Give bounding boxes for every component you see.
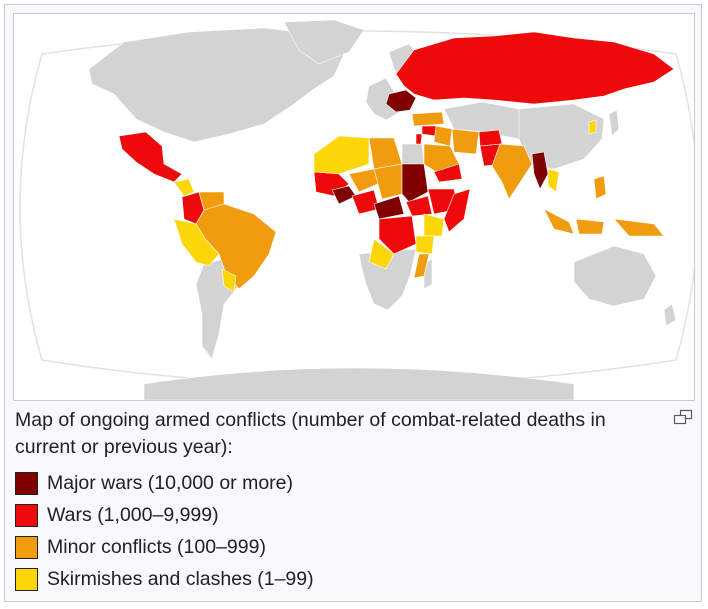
land-europe-west [365,77,401,121]
region-peru [173,218,220,267]
region-russia [395,31,675,105]
legend-swatch-skirmishes [15,567,38,591]
region-central-america [173,178,195,197]
region-paraguay [221,268,237,293]
region-india [491,143,533,200]
region-south-sudan [405,195,433,217]
magnify-clip-icon[interactable] [672,409,694,425]
region-indonesia-east [613,218,665,237]
land-greenland [283,19,365,65]
region-kenya [423,213,445,237]
region-ukraine [385,89,417,113]
region-turkey [411,111,445,127]
land-africa-south [358,248,417,311]
region-afghanistan [478,129,503,147]
region-myanmar [531,151,549,190]
region-philippines [593,175,607,200]
region-yemen [433,163,463,183]
legend-item-major-wars: Major wars (10,000 or more) [15,467,314,499]
region-indonesia-central [575,218,605,235]
region-somalia [443,188,471,233]
legend-item-skirmishes: Skirmishes and clashes (1–99) [15,563,314,595]
map-legend: Major wars (10,000 or more) Wars (1,000–… [15,467,314,595]
region-iran [451,128,480,155]
legend-label: Minor conflicts (100–999) [47,535,266,558]
region-israel [415,133,423,145]
region-angola [368,238,395,270]
region-indonesia-west [543,208,575,235]
legend-label: Skirmishes and clashes (1–99) [47,567,314,590]
legend-item-wars: Wars (1,000–9,999) [15,499,314,531]
region-cameroon-car [373,195,405,220]
region-korea [588,119,597,135]
region-mexico [118,131,183,183]
legend-item-minor-conflicts: Minor conflicts (100–999) [15,531,314,563]
land-north-america [88,27,345,143]
region-sudan [401,163,429,203]
region-dr-congo [378,215,417,255]
legend-swatch-major-wars [15,471,38,495]
region-egypt [401,143,425,167]
land-antarctica [143,367,575,400]
map-figure: Map of ongoing armed conflicts (number o… [4,4,702,602]
legend-swatch-wars [15,503,38,527]
region-mozambique [413,253,430,279]
legend-label: Major wars (10,000 or more) [47,471,293,494]
land-australia [573,245,657,307]
region-thailand [547,168,560,193]
map-caption: Map of ongoing armed conflicts (number o… [15,409,606,458]
legend-swatch-minor-conflicts [15,535,38,559]
land-new-zealand [663,303,677,327]
region-tanzania [415,235,435,255]
land-japan [608,109,620,137]
legend-label: Wars (1,000–9,999) [47,503,219,526]
world-conflict-map[interactable] [13,13,695,401]
